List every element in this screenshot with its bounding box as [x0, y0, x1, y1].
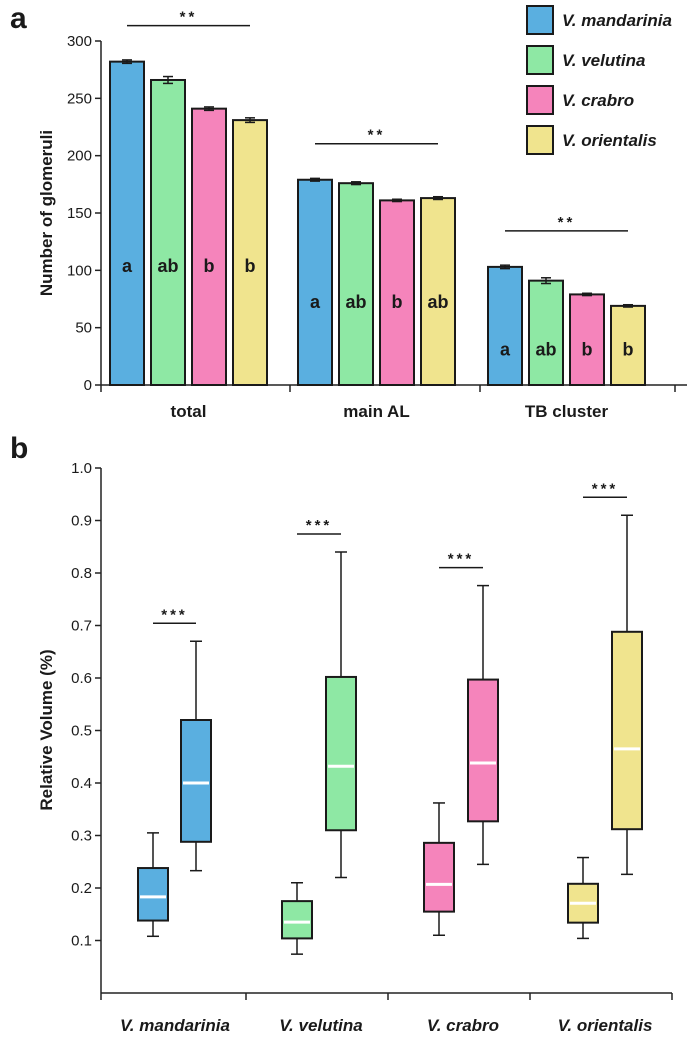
- panel-a-legend-label: V. mandarinia: [562, 11, 672, 30]
- panel-b-y-tick-label: 0.3: [71, 828, 92, 845]
- panel-a-bar: [150, 78, 186, 386]
- panel-b-box: [281, 900, 313, 940]
- panel-b-box: [423, 841, 455, 913]
- panel-a-significance-letter: a: [310, 292, 321, 312]
- panel-b-y-tick-label: 0.7: [71, 618, 92, 635]
- panel-a-y-tick-label: 150: [67, 205, 92, 222]
- panel-b-y-tick-label: 1.0: [71, 460, 92, 477]
- panel-a-y-tick-label: 300: [67, 33, 92, 50]
- panel-a-legend-label: V. crabro: [562, 91, 634, 110]
- panel-b-y-axis-title: Relative Volume (%): [37, 649, 56, 810]
- panel-a-letter: a: [10, 2, 27, 35]
- panel-a-significance-letter: a: [500, 339, 511, 359]
- panel-b-y-tick-label: 0.9: [71, 513, 92, 530]
- panel-b-significance-stars: ***: [592, 480, 619, 497]
- panel-b-box: [137, 867, 169, 922]
- panel-a-significance-letter: ab: [345, 292, 366, 312]
- panel-b-category-label: V. mandarinia: [120, 1016, 230, 1035]
- panel-a-bar: [338, 182, 374, 386]
- panel-a-significance-stars: **: [368, 127, 386, 144]
- panel-b-letter: b: [10, 432, 28, 465]
- panel-a-y-tick-label: 50: [75, 320, 92, 337]
- panel-b-box-plot: Relative Volume (%) 0.1 0.2 0.3 0.4 0.5 0.6 0.…: [37, 460, 673, 1035]
- panel-b-box: [611, 630, 643, 831]
- panel-a-significance-stars: **: [558, 214, 576, 231]
- panel-b-y-tick-label: 0.8: [71, 565, 92, 582]
- panel-a-significance-letter: b: [582, 339, 593, 359]
- panel-b-y-tick-label: 0.1: [71, 933, 92, 950]
- panel-b-significance-stars: ***: [161, 606, 188, 623]
- panel-b-box: [180, 719, 212, 843]
- panel-a-bar: [297, 178, 333, 386]
- panel-b-significance-stars: ***: [448, 551, 475, 568]
- panel-a-significance-letter: b: [204, 256, 215, 276]
- panel-b-category-label: V. velutina: [279, 1016, 362, 1035]
- panel-a-y-tick-label: 250: [67, 90, 92, 107]
- panel-a-category-label: total: [171, 402, 207, 421]
- panel-a-significance-letter: a: [122, 256, 133, 276]
- panel-a-significance-letter: b: [623, 339, 634, 359]
- panel-a-significance-letter: b: [392, 292, 403, 312]
- panel-a-bar-chart: Number of glomeruli 0 50 100 150 200 250 300 t…: [37, 5, 687, 421]
- panel-a-legend-swatch: [526, 125, 554, 155]
- panel-b-y-tick-label: 0.2: [71, 880, 92, 897]
- panel-a-bar: [232, 119, 268, 387]
- panel-a-bar: [379, 199, 415, 386]
- panel-a-bar: [420, 197, 456, 386]
- panel-a-significance-letter: ab: [535, 339, 556, 359]
- panel-a-bar: [528, 279, 564, 386]
- panel-a-y-tick-label: 200: [67, 148, 92, 165]
- panel-a-legend-swatch: [526, 5, 554, 35]
- panel-b-box: [467, 678, 499, 823]
- panel-b-y-tick-label: 0.4: [71, 775, 92, 792]
- panel-b-category-label: V. crabro: [427, 1016, 499, 1035]
- panel-a-category-label: main AL: [343, 402, 409, 421]
- panel-b-box: [325, 675, 357, 832]
- panel-a-y-tick-label: 0: [84, 377, 92, 394]
- panel-a-y-axis-title: Number of glomeruli: [37, 130, 56, 296]
- panel-a-significance-stars: **: [180, 9, 198, 26]
- panel-a-legend-label: V. orientalis: [562, 131, 657, 150]
- panel-a-significance-letter: b: [245, 256, 256, 276]
- panel-a-significance-letter: ab: [157, 256, 178, 276]
- panel-a-bar: [109, 60, 145, 386]
- panel-b-y-tick-label: 0.5: [71, 723, 92, 740]
- panel-b-category-label: V. orientalis: [558, 1016, 653, 1035]
- panel-a-legend-swatch: [526, 45, 554, 75]
- panel-b-significance-stars: ***: [306, 517, 333, 534]
- panel-a-category-label: TB cluster: [525, 402, 609, 421]
- panel-a-legend-label: V. velutina: [562, 51, 645, 70]
- panel-b-y-tick-label: 0.6: [71, 670, 92, 687]
- panel-a-legend-swatch: [526, 85, 554, 115]
- panel-a-bar: [191, 107, 227, 387]
- panel-a-y-tick-label: 100: [67, 262, 92, 279]
- panel-a-significance-letter: ab: [427, 292, 448, 312]
- panel-a-bar: [487, 265, 523, 387]
